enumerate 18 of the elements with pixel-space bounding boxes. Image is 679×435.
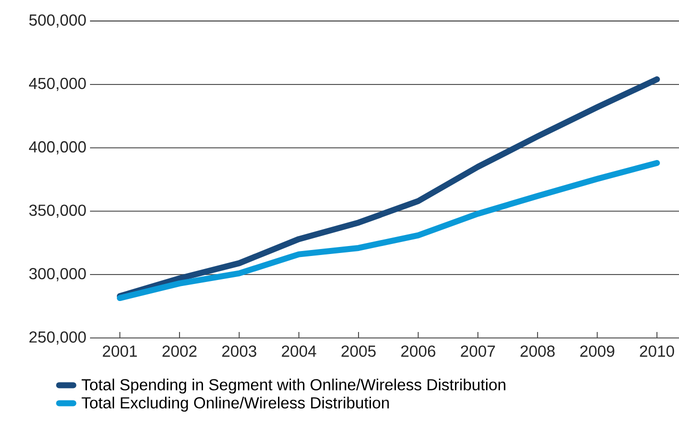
x-tick-label: 2003: [222, 346, 256, 357]
x-tick-label: 2007: [460, 346, 495, 357]
y-tick-label: 400,000: [29, 141, 86, 154]
x-tick-label: 2009: [580, 346, 614, 357]
x-tick-label: 2008: [520, 346, 555, 357]
y-tick-label: 500,000: [29, 14, 86, 28]
y-tick-label: 350,000: [29, 204, 86, 218]
legend-label: Total Spending in Segment with Online/Wireless Distribution: [82, 378, 506, 394]
x-tick-label: 2010: [640, 346, 674, 357]
x-tick-label: 2001: [102, 346, 137, 357]
x-tick-label: 2005: [342, 346, 376, 357]
legend-label: Total Excluding Online/Wireless Distribution: [82, 396, 389, 412]
y-tick-label: 450,000: [29, 78, 86, 91]
x-tick-label: 2004: [282, 346, 316, 357]
y-tick-label: 300,000: [29, 268, 86, 282]
x-tick-label: 2006: [401, 346, 436, 357]
x-tick-label: 2002: [162, 346, 197, 357]
y-tick-label: 250,000: [29, 331, 86, 345]
